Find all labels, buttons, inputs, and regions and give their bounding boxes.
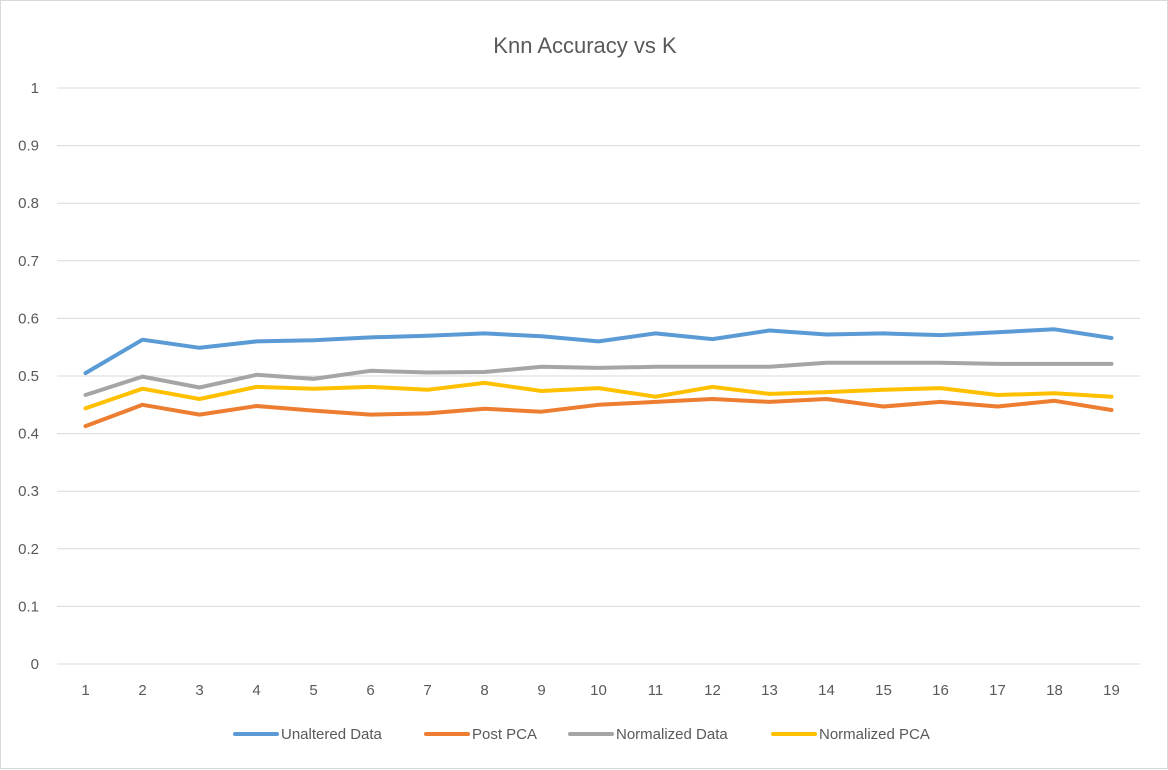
x-tick-label: 1 xyxy=(81,682,89,699)
y-tick-label: 0.7 xyxy=(18,253,39,270)
x-tick-label: 16 xyxy=(932,682,949,699)
y-tick-label: 0.3 xyxy=(18,483,39,500)
x-tick-label: 12 xyxy=(704,682,721,699)
x-axis: 1 2 3 4 5 6 7 8 9 10 11 12 13 14 15 16 17 18 19 xyxy=(81,682,1120,699)
x-tick-label: 3 xyxy=(195,682,203,699)
x-tick-label: 5 xyxy=(309,682,317,699)
series-line-normalized-data xyxy=(83,360,1114,397)
x-tick-label: 18 xyxy=(1046,682,1063,699)
x-tick-label: 6 xyxy=(366,682,374,699)
legend-label-normalized-pca: Normalized PCA xyxy=(819,726,930,743)
y-tick-label: 0.5 xyxy=(18,368,39,385)
legend: Unaltered Data Post PCA Normalized Data Nor… xyxy=(233,726,930,743)
gridlines xyxy=(57,87,1140,665)
y-tick-label: 0.9 xyxy=(18,138,39,155)
series-line-unaltered-data xyxy=(83,327,1114,376)
y-tick-label: 0.2 xyxy=(18,541,39,558)
y-tick-label: 0.8 xyxy=(18,195,39,212)
x-tick-label: 19 xyxy=(1103,682,1120,699)
x-tick-label: 8 xyxy=(480,682,488,699)
x-tick-label: 2 xyxy=(138,682,146,699)
legend-label-unaltered-data: Unaltered Data xyxy=(281,726,383,743)
x-tick-label: 4 xyxy=(252,682,260,699)
x-tick-label: 13 xyxy=(761,682,778,699)
series-line-normalized-pca xyxy=(83,380,1114,411)
x-tick-label: 11 xyxy=(648,682,664,699)
x-tick-label: 7 xyxy=(423,682,431,699)
series-lines xyxy=(83,327,1114,429)
y-tick-label: 0.1 xyxy=(18,598,39,615)
y-tick-label: 0.4 xyxy=(18,426,39,443)
y-tick-label: 1 xyxy=(31,80,39,97)
chart-title: Knn Accuracy vs K xyxy=(493,33,677,58)
legend-label-normalized-data: Normalized Data xyxy=(616,726,728,743)
legend-label-post-pca: Post PCA xyxy=(472,726,537,743)
x-tick-label: 14 xyxy=(818,682,835,699)
y-axis: 0 0.1 0.2 0.3 0.4 0.5 0.6 0.7 0.8 0.9 1 xyxy=(18,80,39,673)
x-tick-label: 17 xyxy=(989,682,1006,699)
x-tick-label: 10 xyxy=(590,682,607,699)
x-tick-label: 15 xyxy=(875,682,892,699)
y-tick-label: 0.6 xyxy=(18,310,39,327)
series-line-post-pca xyxy=(83,397,1114,429)
x-tick-label: 9 xyxy=(537,682,545,699)
y-tick-label: 0 xyxy=(31,656,39,673)
